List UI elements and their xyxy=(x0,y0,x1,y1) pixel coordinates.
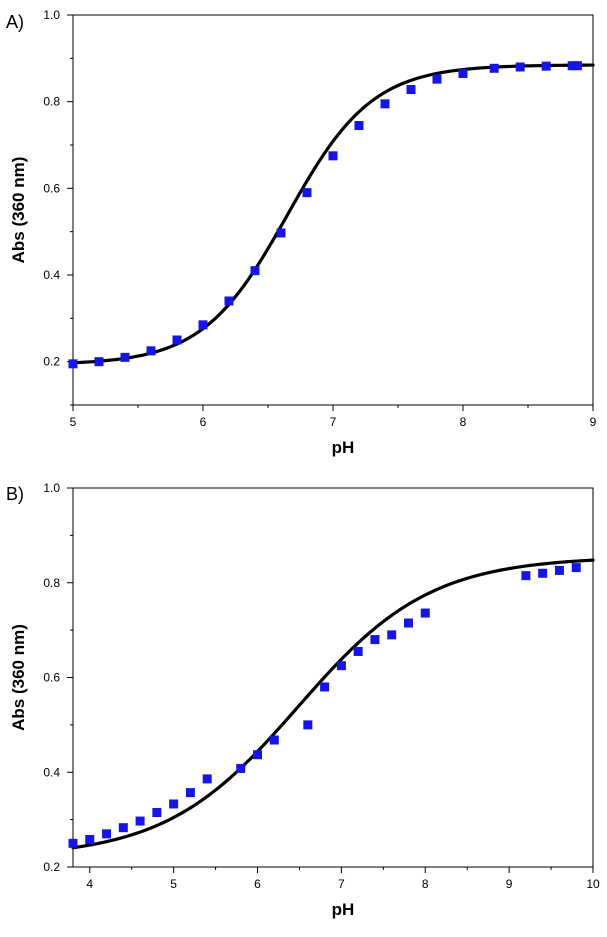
data-point xyxy=(458,69,468,78)
plot-frame xyxy=(72,487,594,868)
data-point xyxy=(85,835,95,845)
panel-b: B) 4 5 6 7 8 9 10 0.2 0.4 0.6 0.8 1.0 pH Abs (360 nm) xyxy=(6,481,600,919)
data-point xyxy=(432,74,442,84)
x-tick-label: 6 xyxy=(254,877,261,891)
x-tick-label: 7 xyxy=(330,415,337,429)
y-tick-label: 0.4 xyxy=(43,268,60,282)
data-point xyxy=(406,85,416,95)
data-layer xyxy=(68,558,595,850)
data-point xyxy=(572,61,582,71)
x-tick-label: 5 xyxy=(70,415,77,429)
data-point xyxy=(102,829,112,839)
data-point xyxy=(152,808,162,818)
data-point xyxy=(538,568,548,578)
data-point xyxy=(420,608,430,618)
x-tick-label: 6 xyxy=(200,415,207,429)
data-point xyxy=(370,635,380,645)
data-point xyxy=(250,266,260,276)
data-point xyxy=(120,352,130,362)
fit-curve xyxy=(71,63,595,365)
data-point xyxy=(236,763,246,773)
data-point xyxy=(354,121,364,130)
y-axis-title: Abs (360 nm) xyxy=(9,624,28,731)
data-point xyxy=(302,188,312,198)
x-tick-label: 8 xyxy=(422,877,429,891)
data-point xyxy=(303,720,313,730)
x-tick-label: 10 xyxy=(586,877,600,891)
data-point xyxy=(353,646,363,656)
y-axis-title: Abs (360 nm) xyxy=(9,157,28,264)
data-point xyxy=(169,799,179,809)
data-point xyxy=(403,618,413,628)
x-tick-label: 7 xyxy=(338,877,345,891)
data-point xyxy=(489,63,499,73)
data-point xyxy=(380,99,390,109)
y-tick-label: 1.0 xyxy=(43,481,60,495)
data-point xyxy=(328,151,338,161)
data-point xyxy=(224,296,234,306)
y-tick-label: 0.6 xyxy=(43,671,60,685)
data-point xyxy=(185,788,195,798)
data-point xyxy=(198,320,208,330)
x-axis-title: pH xyxy=(332,900,355,919)
x-tick-label: 5 xyxy=(170,877,177,891)
y-tick-label: 0.6 xyxy=(43,181,60,195)
y-tick-label: 0.2 xyxy=(43,860,60,874)
data-point xyxy=(146,346,156,356)
x-tick-label: 4 xyxy=(86,877,93,891)
y-tick-label: 0.4 xyxy=(43,765,60,779)
data-layer xyxy=(68,61,595,369)
panel-a: A) 5 6 7 8 9 0.2 0.4 0.6 0.8 1.0 pH Abs (360 nm) xyxy=(6,8,597,457)
data-point xyxy=(320,682,330,692)
y-tick-label: 0.8 xyxy=(43,95,60,109)
panel-label: A) xyxy=(6,12,24,32)
data-point xyxy=(172,335,182,345)
data-point xyxy=(387,630,397,640)
x-tick-label: 8 xyxy=(460,415,467,429)
y-tick-label: 0.8 xyxy=(43,576,60,590)
data-point xyxy=(541,61,551,71)
data-point xyxy=(135,816,145,826)
y-tick-label: 1.0 xyxy=(43,8,60,22)
y-tick-label: 0.2 xyxy=(43,355,60,369)
data-point xyxy=(68,359,78,369)
x-tick-label: 9 xyxy=(506,877,513,891)
data-point xyxy=(269,735,279,745)
data-point xyxy=(276,228,286,238)
data-point xyxy=(554,565,564,575)
fit-curve xyxy=(71,558,595,850)
data-point xyxy=(253,750,263,760)
data-point xyxy=(567,61,577,71)
x-axis-title: pH xyxy=(332,438,355,457)
data-point xyxy=(515,62,525,72)
data-point xyxy=(336,661,346,671)
data-point xyxy=(202,774,212,784)
panel-label: B) xyxy=(6,484,24,504)
data-point xyxy=(94,357,104,367)
data-point xyxy=(118,823,128,833)
x-tick-label: 9 xyxy=(590,415,597,429)
data-point xyxy=(521,571,531,581)
data-point xyxy=(571,563,581,573)
data-point xyxy=(68,838,78,848)
